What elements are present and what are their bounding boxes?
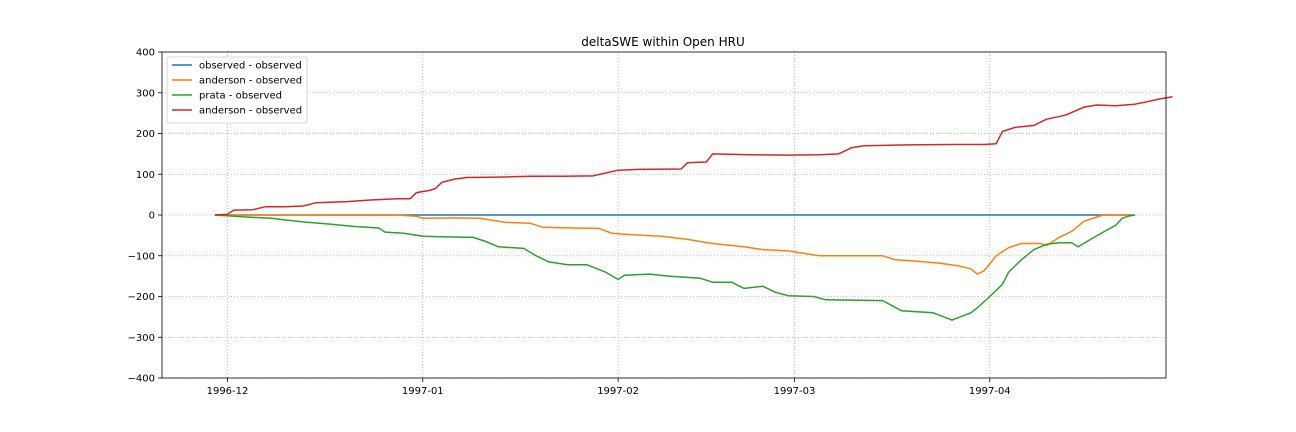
series-lines <box>214 96 1173 321</box>
y-tick-label: 0 <box>149 211 155 222</box>
legend-label: observed - observed <box>199 61 302 72</box>
series-line-2 <box>214 214 1129 275</box>
x-tick-label: 1997-01 <box>402 386 444 397</box>
series-line-4 <box>214 96 1173 216</box>
legend-box <box>166 56 308 124</box>
y-tick-label: −200 <box>128 292 155 303</box>
y-tick-label: 300 <box>136 88 155 99</box>
x-tick-label: 1996-12 <box>207 386 249 397</box>
y-tick-label: −300 <box>128 333 155 344</box>
legend-label: anderson - observed <box>199 76 302 87</box>
x-tick-label: 1997-02 <box>597 386 639 397</box>
x-tick-label: 1997-04 <box>969 386 1011 397</box>
x-tick-label: 1997-03 <box>774 386 816 397</box>
legend-label: prata - observed <box>199 91 282 102</box>
y-tick-label: −400 <box>128 374 155 385</box>
legend-label: anderson - observed <box>199 106 302 117</box>
legend: observed - observed anderson - observed pr… <box>166 56 308 124</box>
y-tick-label: 100 <box>136 170 155 181</box>
y-tick-label: 200 <box>136 129 155 140</box>
chart-title: deltaSWE within Open HRU <box>581 35 745 49</box>
y-tick-label: −100 <box>128 251 155 262</box>
series-line-3 <box>214 214 1136 321</box>
axes: −400 −300 −200 −100 0 100 200 300 400 1996-12 1997… <box>128 48 1011 398</box>
y-tick-label: 400 <box>136 48 155 59</box>
